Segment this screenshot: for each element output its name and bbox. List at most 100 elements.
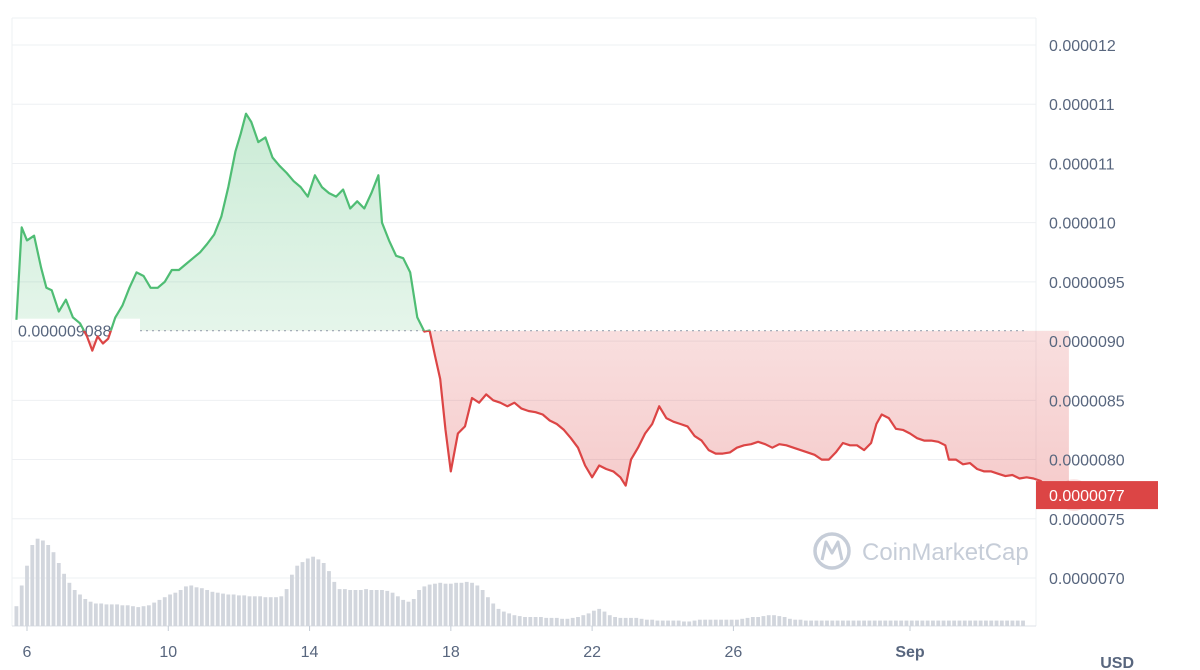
volume-bar — [417, 590, 421, 626]
volume-bar — [703, 619, 708, 626]
volume-bar — [353, 590, 358, 626]
volume-bar — [231, 594, 236, 626]
x-tick-label: 14 — [301, 644, 319, 661]
volume-bar — [788, 618, 792, 626]
current-price-label: 0.0000077 — [1049, 488, 1125, 505]
volume-bar — [687, 621, 692, 626]
volume-bar — [184, 586, 188, 626]
volume-bar — [544, 617, 549, 626]
volume-bar — [263, 597, 268, 626]
volume-bar — [321, 563, 326, 626]
volume-bar — [411, 599, 416, 626]
volume-bar — [99, 603, 104, 626]
volume-bar — [650, 619, 655, 626]
volume-bar — [634, 617, 639, 626]
volume-bar — [342, 589, 347, 626]
volume-bar — [782, 617, 787, 626]
volume-bar — [750, 617, 755, 626]
volume-bar — [501, 611, 506, 626]
volume-bar — [549, 617, 554, 626]
volume-bar — [639, 618, 644, 626]
volume-bar — [1005, 620, 1010, 626]
volume-bar — [899, 620, 904, 626]
volume-bar — [920, 620, 925, 626]
current-price-tag-bg — [1036, 481, 1158, 510]
x-tick-label: 6 — [23, 644, 32, 661]
volume-bar — [735, 619, 739, 626]
volume-bar — [941, 620, 946, 626]
volume-bar — [131, 606, 135, 626]
x-tick-label: 18 — [442, 644, 460, 661]
y-tick-label: 0.0000085 — [1049, 393, 1125, 410]
volume-bar — [655, 620, 660, 626]
volume-bar — [422, 586, 427, 626]
price-area — [16, 113, 1069, 496]
volume-bar — [496, 608, 501, 626]
volume-bar — [867, 620, 872, 626]
volume-bar — [109, 604, 114, 626]
x-tick-label: 10 — [159, 644, 177, 661]
volume-bar — [803, 620, 808, 626]
volume-bar — [533, 617, 538, 626]
volume-bar — [777, 616, 782, 626]
volume-bar — [194, 587, 199, 626]
volume-bar — [761, 616, 766, 626]
volume-bar — [332, 581, 337, 626]
volume-bar — [883, 620, 888, 626]
volume-bar — [994, 620, 999, 626]
volume-bar — [189, 585, 194, 626]
y-tick-label: 0.0000090 — [1049, 334, 1125, 351]
y-tick-label: 0.000010 — [1049, 216, 1116, 233]
volume-bar — [104, 604, 109, 626]
volume-bar — [878, 620, 882, 626]
volume-bar — [660, 620, 665, 626]
volume-bar — [708, 619, 713, 626]
volume-bar — [554, 617, 559, 626]
volume-bar — [517, 616, 522, 626]
volume-bar — [237, 595, 241, 626]
volume-bar — [226, 594, 231, 626]
volume-bar — [909, 620, 914, 626]
volume-bar — [819, 620, 824, 626]
volume-bar — [618, 617, 623, 626]
volume-bar — [629, 617, 633, 626]
volume-bar — [380, 590, 384, 626]
volume-bar — [390, 592, 395, 626]
volume-bar — [25, 565, 29, 626]
volume-bar — [915, 620, 919, 626]
volume-bar — [199, 588, 204, 626]
volume-bar — [825, 620, 829, 626]
volume-bar — [676, 620, 681, 626]
volume-bar — [67, 582, 72, 626]
volume-bar — [719, 619, 723, 626]
volume-bar — [83, 599, 88, 626]
volume-bar — [480, 590, 485, 626]
volume-bar — [851, 620, 856, 626]
volume-bar — [893, 620, 898, 626]
volume-bar — [597, 608, 602, 626]
volume-bar — [274, 597, 278, 626]
volume-bar — [512, 615, 517, 626]
volume-bar — [51, 552, 56, 626]
y-tick-label: 0.0000075 — [1049, 512, 1125, 529]
volume-bar — [724, 619, 729, 626]
volume-bar — [178, 590, 183, 626]
volume-bar — [19, 585, 24, 626]
x-tick-label: Sep — [895, 644, 925, 661]
y-tick-label: 0.000011 — [1049, 97, 1115, 114]
volume-bar — [120, 605, 125, 626]
volume-bar — [146, 605, 151, 626]
volume-bar — [385, 590, 390, 626]
volume-bar — [1015, 620, 1020, 626]
volume-bar — [809, 620, 814, 626]
volume-bar — [141, 606, 146, 626]
volume-bar — [772, 615, 776, 626]
volume-bar — [576, 617, 580, 626]
volume-bar — [115, 604, 119, 626]
volume-bar — [279, 596, 284, 626]
volume-bar — [581, 615, 586, 626]
volume-bar — [78, 594, 82, 626]
volume-bar — [46, 545, 51, 626]
